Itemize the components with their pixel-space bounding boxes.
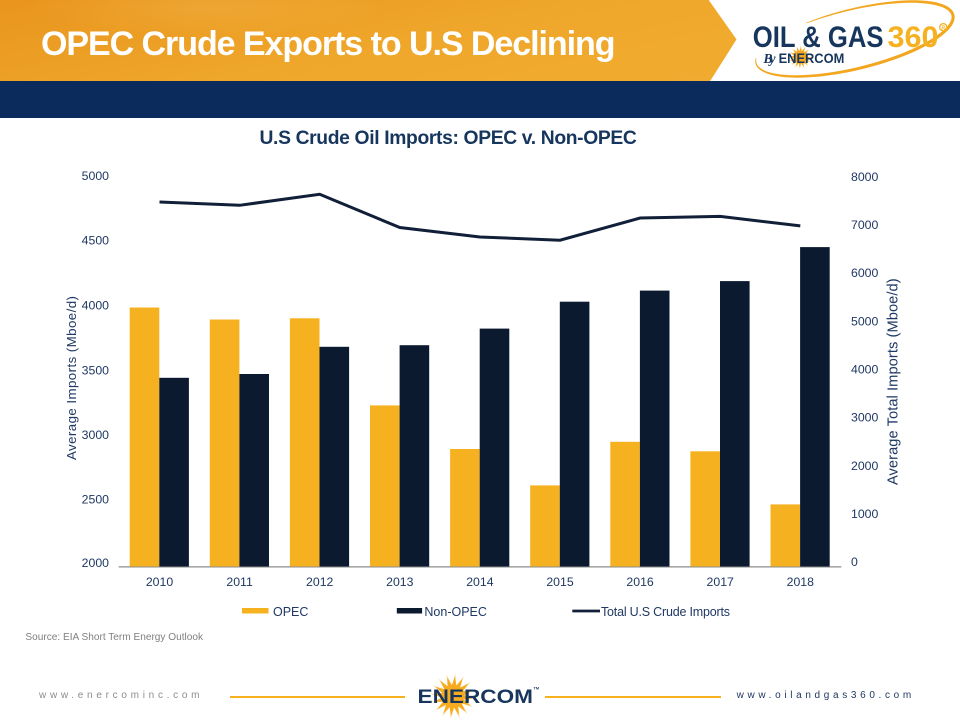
svg-text:OPEC: OPEC [273, 605, 308, 619]
svg-text:3500: 3500 [82, 363, 110, 377]
svg-text:2011: 2011 [226, 575, 253, 589]
svg-text:R: R [941, 25, 945, 31]
svg-text:Average Total Imports (Mboe/d): Average Total Imports (Mboe/d) [886, 278, 902, 485]
svg-text:OIL & GAS: OIL & GAS [753, 21, 884, 54]
svg-text:2016: 2016 [626, 575, 654, 589]
svg-text:ENERCOM: ENERCOM [418, 686, 534, 708]
svg-text:3000: 3000 [851, 411, 879, 425]
svg-text:2015: 2015 [546, 575, 574, 589]
svg-text:2012: 2012 [306, 575, 334, 589]
svg-text:Non-OPEC: Non-OPEC [424, 605, 487, 619]
svg-text:3000: 3000 [82, 428, 110, 442]
svg-text:0: 0 [851, 555, 858, 569]
svg-text:TM: TM [534, 687, 539, 691]
svg-text:5000: 5000 [851, 314, 879, 328]
svg-text:2000: 2000 [851, 459, 879, 473]
svg-text:6000: 6000 [851, 266, 879, 280]
svg-text:Total U.S Crude Imports: Total U.S Crude Imports [601, 605, 730, 619]
svg-text:4000: 4000 [851, 363, 879, 377]
svg-text:2017: 2017 [707, 575, 735, 589]
svg-text:By: By [763, 51, 777, 66]
svg-text:360: 360 [888, 21, 939, 54]
svg-text:2500: 2500 [82, 493, 110, 507]
svg-text:ENERCOM: ENERCOM [779, 51, 845, 66]
svg-text:2018: 2018 [787, 575, 815, 589]
svg-text:2010: 2010 [146, 575, 174, 589]
svg-text:5000: 5000 [82, 169, 110, 183]
svg-text:8000: 8000 [851, 170, 879, 184]
svg-text:1000: 1000 [851, 507, 879, 521]
svg-text:4000: 4000 [82, 299, 110, 313]
svg-text:4500: 4500 [82, 234, 110, 248]
svg-text:2013: 2013 [386, 575, 414, 589]
svg-text:2014: 2014 [466, 575, 494, 589]
svg-text:2000: 2000 [82, 556, 110, 570]
svg-text:7000: 7000 [851, 218, 879, 232]
svg-text:Average Imports (Mboe/d): Average Imports (Mboe/d) [64, 296, 79, 460]
